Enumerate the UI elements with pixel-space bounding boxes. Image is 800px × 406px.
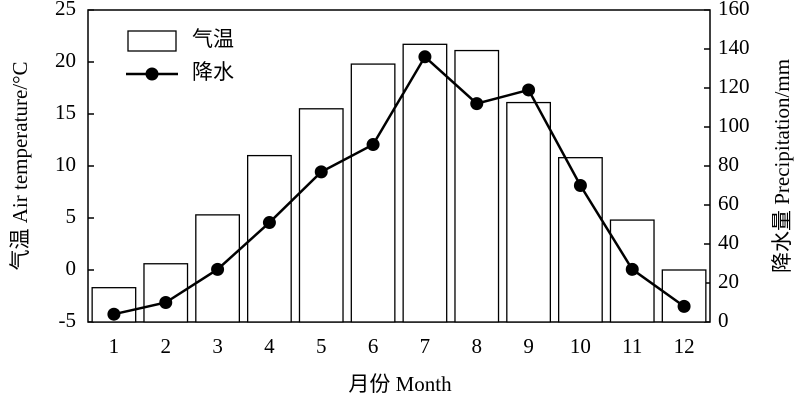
point	[573, 179, 587, 192]
y2-tick-label: 160	[718, 0, 750, 20]
point	[625, 262, 639, 276]
y-tick-label: 20	[55, 48, 76, 72]
point	[314, 165, 328, 179]
y2-tick-label: 60	[718, 191, 739, 215]
x-tick-label: 9	[523, 334, 534, 358]
x-tick-label: 7	[420, 334, 431, 358]
point	[677, 299, 691, 313]
y2-tick-label: 0	[718, 308, 729, 332]
bar	[454, 49, 500, 323]
point	[522, 83, 536, 97]
y2-tick-label: 40	[718, 230, 739, 254]
y2-tick-label: 100	[718, 113, 750, 137]
x-tick-label: 10	[570, 334, 591, 358]
bar	[506, 101, 552, 323]
legend-label: 降水	[192, 60, 234, 84]
legend-swatch	[145, 67, 159, 81]
y-tick-label: 0	[66, 256, 77, 280]
bar	[661, 269, 707, 323]
x-tick-label: 11	[622, 334, 642, 358]
y-tick-label: 10	[55, 152, 76, 176]
legend-label: 气温	[192, 27, 234, 51]
y2-tick-label: 80	[718, 152, 739, 176]
bar	[298, 108, 344, 323]
x-tick-label: 5	[316, 334, 327, 358]
x-tick-label: 8	[472, 334, 483, 358]
x-axis-label: 月份 Month	[348, 372, 452, 396]
point	[211, 262, 225, 276]
point	[418, 50, 432, 64]
y-tick-label: 15	[55, 100, 76, 124]
y-tick-label: 5	[66, 204, 77, 228]
point	[159, 296, 173, 309]
y2-axis-label: 降水量 Precipitation/mm	[770, 59, 794, 273]
x-tick-label: 1	[109, 334, 120, 358]
x-tick-label: 3	[212, 334, 223, 358]
point	[107, 307, 121, 321]
x-tick-label: 6	[368, 334, 379, 358]
bar	[402, 43, 448, 323]
y-tick-label: -5	[59, 308, 77, 332]
legend-swatch	[127, 30, 177, 52]
y-axis-label: 气温 Air temperature/°C	[8, 61, 32, 270]
x-tick-label: 12	[674, 334, 695, 358]
x-tick-label: 2	[161, 334, 172, 358]
y-tick-label: 25	[55, 0, 76, 20]
x-tick-label: 4	[264, 334, 275, 358]
point	[262, 216, 276, 230]
y2-tick-label: 20	[718, 269, 739, 293]
bar	[246, 154, 292, 323]
bar	[350, 63, 396, 323]
point	[470, 97, 484, 111]
y2-tick-label: 140	[718, 35, 750, 59]
point	[366, 138, 380, 152]
y2-tick-label: 120	[718, 74, 750, 98]
line	[113, 54, 685, 316]
